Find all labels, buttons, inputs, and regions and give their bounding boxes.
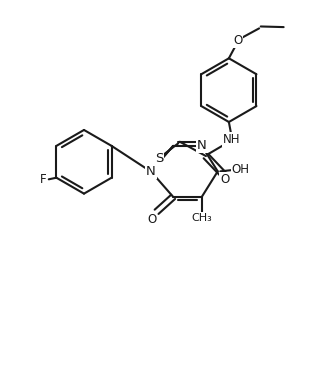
- Text: O: O: [233, 34, 242, 47]
- Text: F: F: [40, 173, 46, 186]
- Text: O: O: [147, 213, 156, 226]
- Text: N: N: [197, 139, 207, 152]
- Text: N: N: [146, 165, 156, 178]
- Text: CH₃: CH₃: [191, 212, 212, 223]
- Text: OH: OH: [232, 163, 250, 176]
- Text: S: S: [155, 152, 163, 165]
- Text: O: O: [220, 173, 230, 186]
- Text: NH: NH: [223, 133, 241, 146]
